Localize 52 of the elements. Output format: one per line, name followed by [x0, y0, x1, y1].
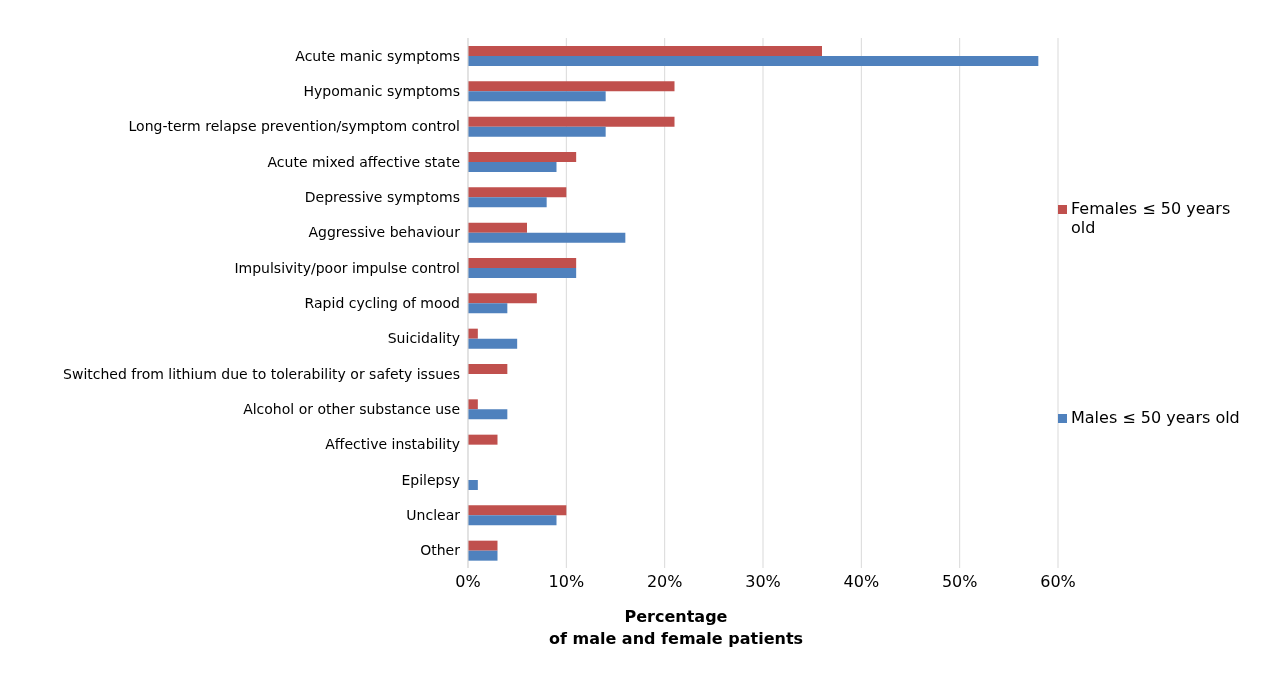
bar [468, 515, 557, 526]
y-tick-label: Unclear [406, 506, 461, 523]
y-tick-label: Hypomanic symptoms [303, 82, 460, 99]
y-tick-label: Acute manic symptoms [295, 47, 460, 64]
bar [468, 550, 498, 561]
bar [468, 46, 822, 56]
bar [468, 258, 577, 268]
bar [468, 409, 508, 420]
bar [468, 91, 606, 102]
y-tick-label: Depressive symptoms [304, 188, 460, 205]
x-tick-label: 10% [548, 572, 585, 592]
bar [468, 268, 577, 278]
bar [468, 338, 518, 349]
x-tick-label: 40% [843, 572, 880, 592]
y-tick-label: Acute mixed affective state [267, 153, 460, 170]
bar [468, 364, 508, 374]
bar [468, 328, 478, 339]
x-tick-label: 0% [455, 572, 481, 592]
x-tick-label: 30% [745, 572, 781, 592]
bar [468, 81, 675, 92]
bar [468, 303, 508, 314]
y-tick-label: Alcohol or other substance use [243, 400, 460, 417]
bar [468, 540, 498, 551]
bar [468, 505, 567, 516]
bar [468, 126, 606, 137]
y-tick-label: Suicidality [387, 330, 460, 347]
bar [468, 399, 478, 410]
bar [468, 293, 537, 304]
y-tick-label: Switched from lithium due to tolerability or safety issues [63, 365, 460, 382]
y-tick-label: Aggressive behaviour [308, 224, 461, 241]
y-tick-label: Rapid cycling of mood [304, 294, 460, 311]
y-tick-label: Epilepsy [401, 471, 460, 488]
bar [468, 197, 547, 208]
bar [468, 187, 567, 198]
bar [468, 56, 1039, 66]
x-tick-label: 20% [646, 572, 683, 592]
bar [468, 222, 527, 233]
bar [468, 116, 675, 127]
y-tick-label: Impulsivity/poor impulse control [234, 259, 460, 276]
bar [468, 162, 557, 172]
bar [468, 152, 577, 162]
bar [468, 434, 498, 445]
legend-label: Females ≤ 50 years old [1071, 198, 1232, 237]
y-tick-label: Other [420, 542, 461, 559]
bar [468, 232, 626, 243]
x-tick-label: 60% [1040, 572, 1076, 592]
y-tick-label: Long-term relapse prevention/symptom control [128, 118, 460, 135]
legend-label: Males ≤ 50 years old [1071, 408, 1240, 428]
x-axis-title: Percentage of male and female patients [547, 606, 805, 650]
x-tick-label: 50% [941, 572, 978, 592]
bar [468, 480, 478, 490]
y-tick-label: Affective instability [325, 436, 460, 453]
